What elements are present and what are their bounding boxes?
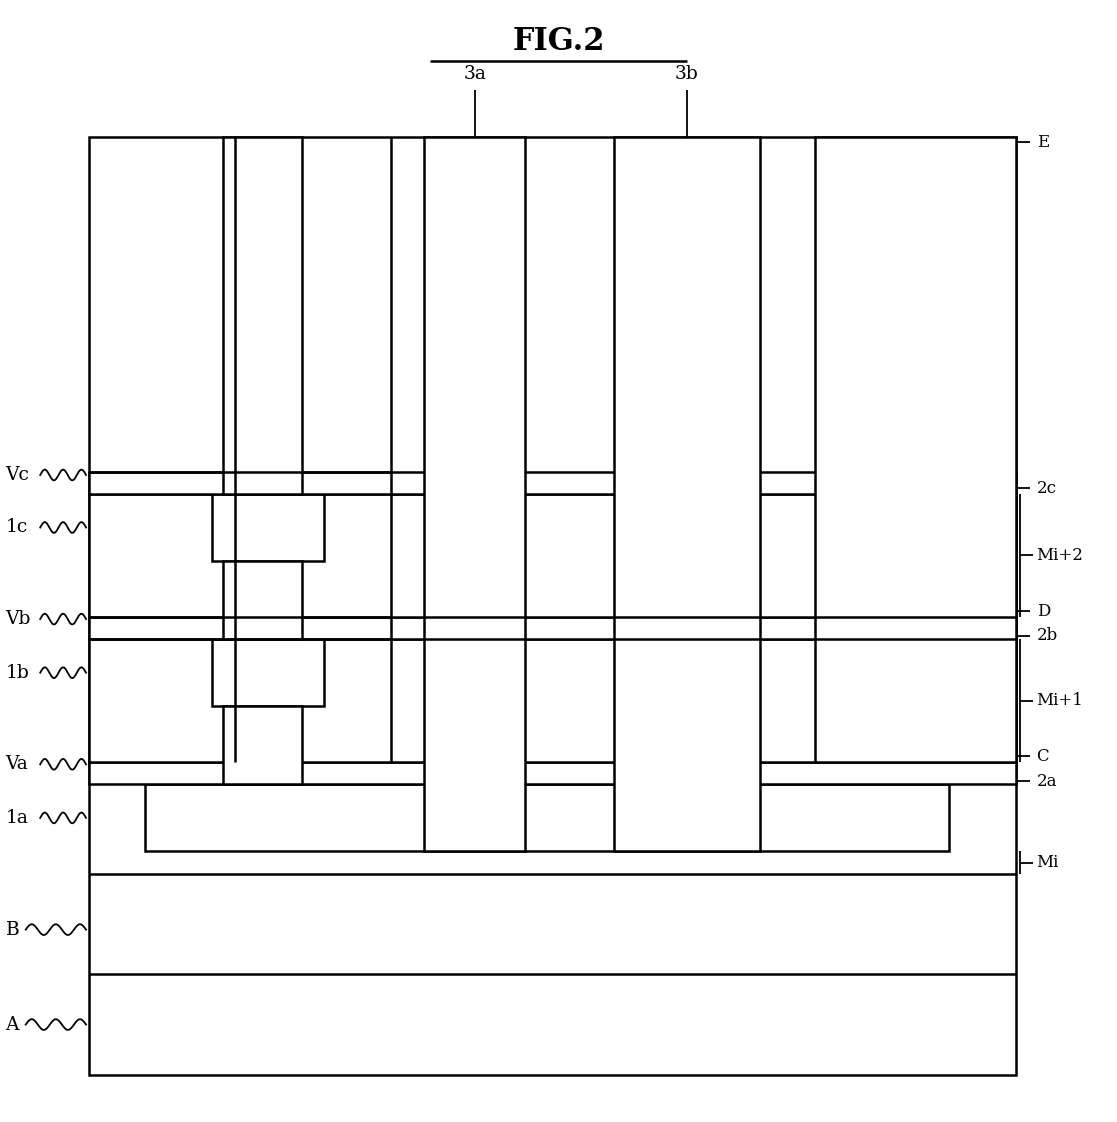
Bar: [89, 640, 1016, 762]
Text: Vc: Vc: [6, 466, 29, 484]
Text: Mi: Mi: [1037, 854, 1059, 871]
Bar: [89, 471, 1016, 494]
Text: 2b: 2b: [1037, 627, 1058, 644]
Text: Mi+1: Mi+1: [1037, 692, 1083, 709]
Text: B: B: [6, 921, 19, 939]
Bar: [212, 640, 324, 706]
Text: 1c: 1c: [6, 518, 28, 536]
Bar: [89, 617, 1016, 640]
Text: Mi+2: Mi+2: [1037, 546, 1083, 564]
Text: FIG.2: FIG.2: [513, 26, 604, 57]
Text: C: C: [1037, 748, 1049, 765]
Text: E: E: [1037, 134, 1049, 150]
Bar: [424, 137, 525, 852]
Bar: [145, 784, 949, 852]
Text: Vb: Vb: [6, 610, 31, 628]
Bar: [223, 137, 302, 494]
Bar: [223, 706, 302, 784]
Text: 3b: 3b: [675, 65, 699, 83]
Bar: [89, 494, 1016, 617]
Text: 2c: 2c: [1037, 480, 1057, 497]
Text: Va: Va: [6, 755, 28, 773]
Text: 1a: 1a: [6, 809, 28, 827]
Text: 1b: 1b: [6, 664, 29, 682]
Text: 3a: 3a: [464, 65, 486, 83]
Bar: [89, 762, 1016, 784]
Bar: [614, 137, 760, 852]
Text: D: D: [1037, 603, 1050, 619]
Bar: [223, 561, 302, 640]
Bar: [89, 137, 1016, 1075]
Text: 2a: 2a: [1037, 773, 1057, 790]
Bar: [212, 494, 324, 561]
Text: A: A: [6, 1015, 19, 1033]
Bar: [815, 137, 1016, 762]
